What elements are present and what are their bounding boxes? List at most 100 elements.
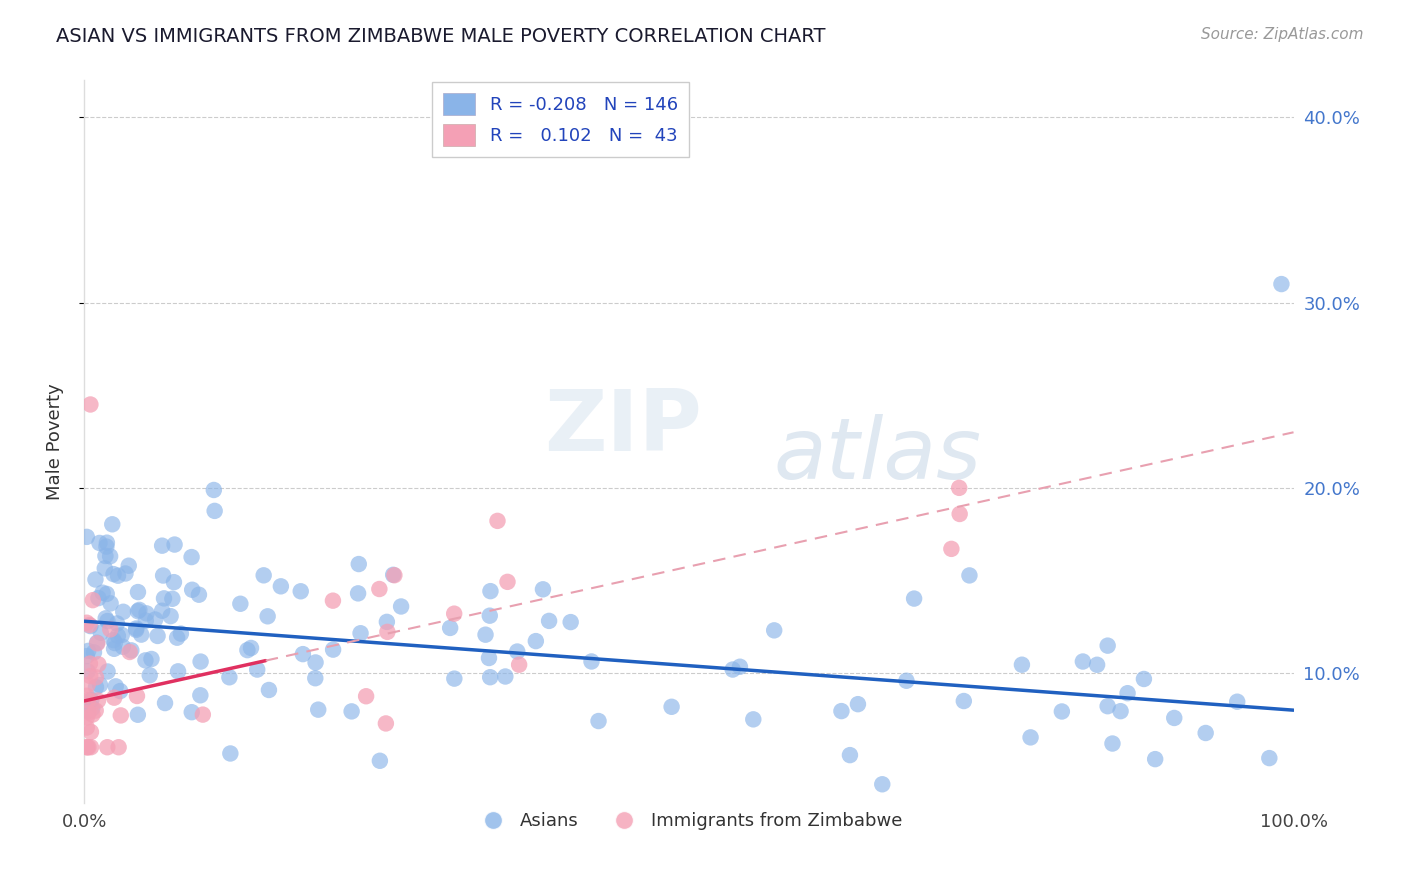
Point [76, 740, 98, 755]
Point [190, 655, 212, 669]
Point [1163, 711, 1185, 725]
Point [125, 622, 148, 636]
Point [153, 591, 176, 606]
Point [84, 573, 107, 587]
Point [135, 607, 157, 621]
Point [349, 626, 371, 640]
Point [153, 696, 176, 710]
Point [872, 777, 894, 791]
Point [125, 623, 148, 637]
Point [118, 645, 141, 659]
Point [1109, 704, 1132, 718]
Point [79, 619, 101, 633]
Point [79, 618, 101, 632]
Point [1011, 657, 1033, 672]
Point [240, 640, 263, 655]
Point [728, 659, 751, 673]
Point [96, 614, 118, 628]
Point [89, 678, 111, 692]
Point [949, 507, 972, 521]
Point [105, 616, 128, 631]
Point [143, 613, 166, 627]
Point [83, 645, 105, 659]
Point [389, 599, 412, 614]
Point [77, 706, 100, 720]
Point [98, 549, 121, 564]
Point [903, 591, 925, 606]
Point [953, 694, 976, 708]
Point [1226, 695, 1249, 709]
Point [91, 585, 114, 599]
Point [77, 740, 100, 755]
Point [270, 579, 292, 593]
Point [107, 629, 129, 643]
Point [150, 604, 173, 618]
Point [941, 541, 963, 556]
Point [322, 642, 344, 657]
Point [87, 657, 110, 672]
Point [138, 668, 160, 682]
Point [304, 671, 326, 685]
Text: ZIP: ZIP [544, 385, 702, 468]
Point [90, 625, 112, 640]
Point [103, 641, 125, 656]
Point [134, 653, 156, 667]
Point [104, 636, 127, 650]
Point [107, 740, 129, 755]
Point [382, 568, 405, 582]
Point [76, 615, 98, 630]
Point [256, 609, 278, 624]
Point [79, 657, 101, 671]
Point [219, 747, 242, 761]
Point [190, 688, 212, 702]
Point [162, 591, 184, 606]
Point [236, 643, 259, 657]
Point [127, 604, 149, 618]
Point [246, 663, 269, 677]
Point [100, 596, 122, 610]
Point [1133, 672, 1156, 686]
Point [82, 593, 104, 607]
Point [1116, 686, 1139, 700]
Point [96, 535, 118, 549]
Point [152, 568, 174, 582]
Point [1270, 277, 1292, 291]
Point [478, 651, 501, 665]
Point [581, 655, 603, 669]
Point [104, 679, 127, 693]
Point [96, 665, 118, 679]
Point [896, 673, 918, 688]
Point [76, 530, 98, 544]
Point [103, 567, 125, 582]
Point [76, 649, 98, 664]
Point [87, 693, 110, 707]
Point [354, 690, 377, 704]
Point [129, 627, 152, 641]
Point [80, 725, 103, 739]
Point [538, 614, 561, 628]
Point [1097, 639, 1119, 653]
Point [479, 670, 502, 684]
Point [1097, 699, 1119, 714]
Point [180, 705, 202, 719]
Point [94, 561, 117, 575]
Point [163, 575, 186, 590]
Point [948, 481, 970, 495]
Point [187, 588, 209, 602]
Point [347, 557, 370, 571]
Point [76, 740, 98, 755]
Point [1085, 657, 1108, 672]
Point [1101, 737, 1123, 751]
Point [80, 693, 103, 707]
Point [257, 683, 280, 698]
Point [120, 643, 142, 657]
Point [382, 567, 405, 582]
Point [508, 657, 530, 672]
Point [79, 397, 101, 411]
Point [87, 591, 110, 606]
Point [167, 665, 190, 679]
Point [110, 708, 132, 723]
Point [82, 707, 104, 722]
Point [118, 558, 141, 573]
Point [375, 615, 398, 629]
